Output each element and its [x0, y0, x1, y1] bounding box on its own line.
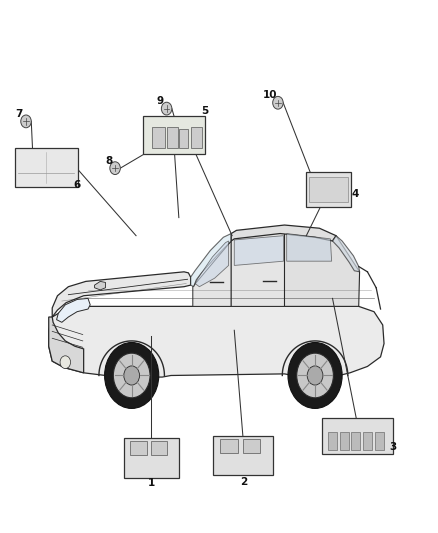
Text: 8: 8 [106, 156, 113, 166]
Text: 6: 6 [74, 180, 81, 190]
FancyBboxPatch shape [322, 418, 393, 454]
Polygon shape [49, 317, 84, 373]
Polygon shape [231, 229, 285, 306]
Circle shape [21, 115, 31, 128]
FancyBboxPatch shape [363, 432, 372, 450]
FancyBboxPatch shape [167, 127, 178, 148]
Text: 4: 4 [352, 189, 359, 199]
FancyBboxPatch shape [179, 129, 188, 148]
Circle shape [113, 353, 150, 398]
Circle shape [110, 162, 120, 174]
Polygon shape [287, 233, 332, 261]
FancyBboxPatch shape [309, 177, 348, 201]
FancyBboxPatch shape [151, 441, 167, 455]
Circle shape [161, 102, 172, 115]
Polygon shape [231, 225, 336, 241]
Circle shape [273, 96, 283, 109]
Polygon shape [193, 241, 231, 306]
Text: 1: 1 [148, 479, 155, 488]
Circle shape [288, 343, 342, 408]
Polygon shape [285, 229, 360, 306]
Text: 2: 2 [240, 477, 247, 487]
Polygon shape [234, 236, 284, 265]
FancyBboxPatch shape [191, 127, 201, 148]
FancyBboxPatch shape [130, 441, 147, 455]
Polygon shape [49, 306, 384, 377]
Polygon shape [52, 272, 191, 317]
FancyBboxPatch shape [328, 432, 337, 450]
FancyBboxPatch shape [375, 432, 384, 450]
Circle shape [105, 343, 159, 408]
Text: 9: 9 [156, 95, 164, 106]
Circle shape [297, 353, 333, 398]
FancyBboxPatch shape [124, 438, 179, 478]
Text: 7: 7 [15, 109, 23, 119]
FancyBboxPatch shape [220, 439, 238, 453]
Text: 5: 5 [201, 106, 208, 116]
FancyBboxPatch shape [306, 172, 351, 207]
FancyBboxPatch shape [213, 436, 273, 475]
Polygon shape [57, 298, 90, 322]
Text: 3: 3 [389, 442, 397, 452]
Circle shape [307, 366, 323, 385]
Polygon shape [195, 241, 229, 287]
Circle shape [60, 356, 71, 368]
FancyBboxPatch shape [14, 148, 78, 187]
FancyBboxPatch shape [143, 116, 205, 154]
FancyBboxPatch shape [243, 439, 261, 453]
FancyBboxPatch shape [152, 127, 165, 148]
Polygon shape [95, 281, 106, 290]
Text: 10: 10 [263, 90, 277, 100]
Polygon shape [332, 236, 360, 272]
Polygon shape [191, 233, 231, 287]
Circle shape [124, 366, 140, 385]
FancyBboxPatch shape [339, 432, 349, 450]
FancyBboxPatch shape [351, 432, 360, 450]
